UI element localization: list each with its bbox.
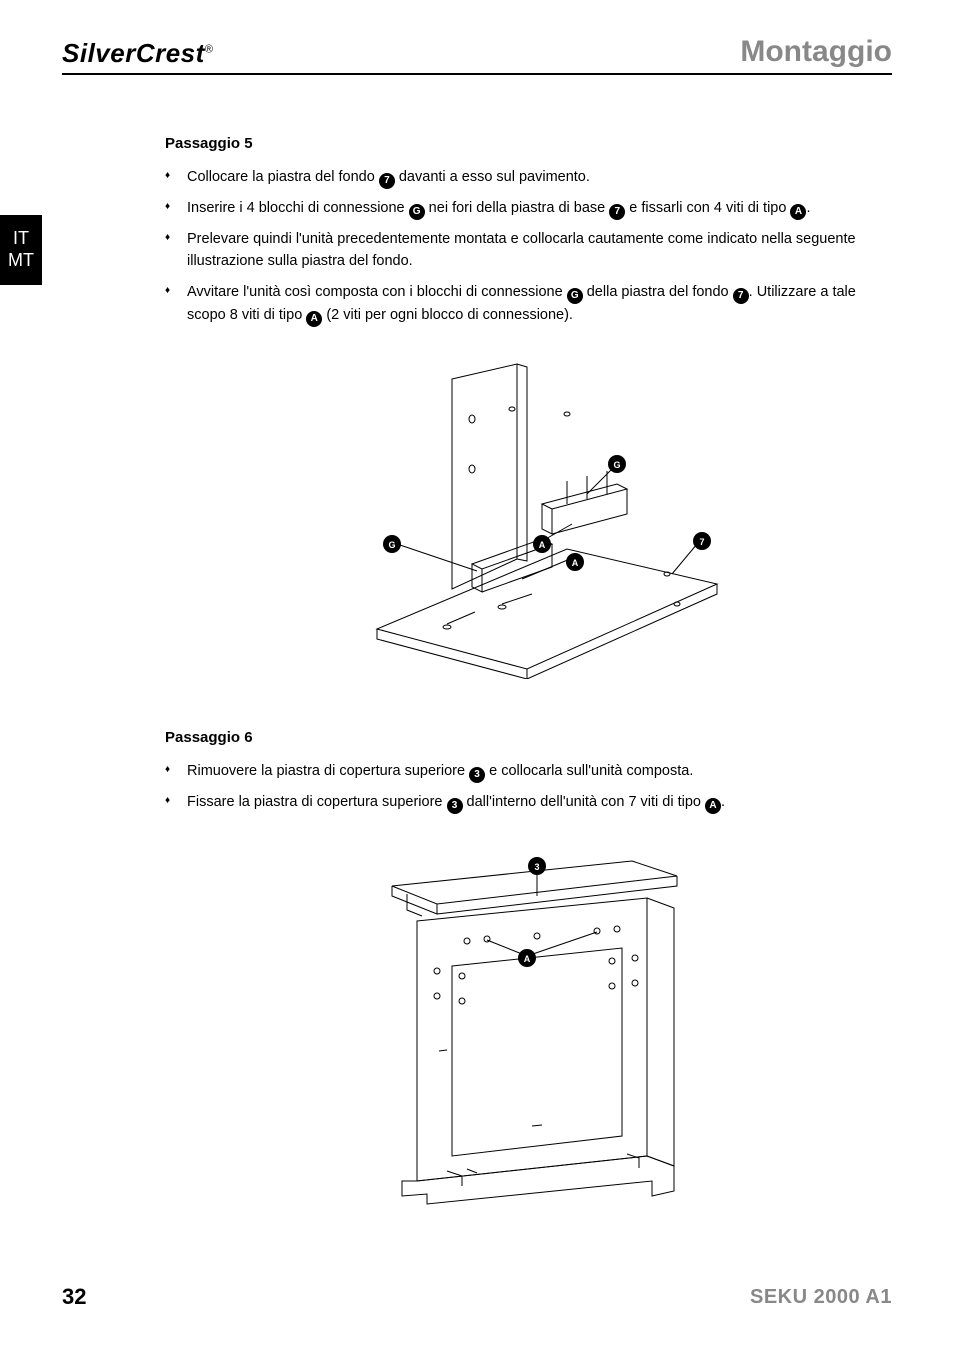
brand-part2: Crest [136, 38, 205, 68]
svg-text:3: 3 [534, 862, 539, 872]
lang-it: IT [13, 228, 29, 250]
brand-reg: ® [205, 43, 214, 55]
step5-title: Passaggio 5 [165, 135, 889, 152]
ref-badge: G [567, 288, 583, 304]
diagram-step6: 3 A [165, 836, 889, 1221]
brand-part1: Silver [62, 38, 136, 68]
ref-badge: 7 [609, 204, 625, 220]
ref-badge: 3 [469, 767, 485, 783]
ref-badge: A [306, 311, 322, 327]
page-number: 32 [62, 1284, 86, 1310]
svg-text:A: A [539, 540, 546, 550]
list-item: Prelevare quindi l'unità precedentemente… [165, 228, 889, 273]
step6-title: Passaggio 6 [165, 729, 889, 746]
lang-mt: MT [8, 250, 34, 272]
ref-badge: 7 [733, 288, 749, 304]
ref-badge: A [705, 798, 721, 814]
step6-list: Rimuovere la piastra di copertura superi… [165, 760, 889, 814]
svg-text:G: G [388, 540, 395, 550]
svg-text:A: A [524, 954, 531, 964]
svg-text:7: 7 [699, 537, 704, 547]
ref-badge: A [790, 204, 806, 220]
section-title: Montaggio [740, 35, 892, 69]
step5-list: Collocare la piastra del fondo 7 davanti… [165, 166, 889, 327]
list-item: Inserire i 4 blocchi di connessione G ne… [165, 197, 889, 220]
brand-logo: SilverCrest® [62, 38, 213, 69]
page-content: Passaggio 5 Collocare la piastra del fon… [165, 135, 889, 1266]
list-item: Avvitare l'unità così composta con i blo… [165, 281, 889, 327]
list-item: Collocare la piastra del fondo 7 davanti… [165, 166, 889, 189]
ref-badge: G [409, 204, 425, 220]
svg-text:A: A [572, 558, 579, 568]
page-header: SilverCrest® Montaggio [62, 35, 892, 75]
svg-text:G: G [613, 460, 620, 470]
model-code: SEKU 2000 A1 [750, 1286, 892, 1309]
diagram-step5: G G A A 7 [165, 349, 889, 684]
ref-badge: 7 [379, 173, 395, 189]
language-tab: IT MT [0, 215, 42, 285]
list-item: Rimuovere la piastra di copertura superi… [165, 760, 889, 783]
page-footer: 32 SEKU 2000 A1 [62, 1284, 892, 1310]
list-item: Fissare la piastra di copertura superior… [165, 791, 889, 814]
ref-badge: 3 [447, 798, 463, 814]
